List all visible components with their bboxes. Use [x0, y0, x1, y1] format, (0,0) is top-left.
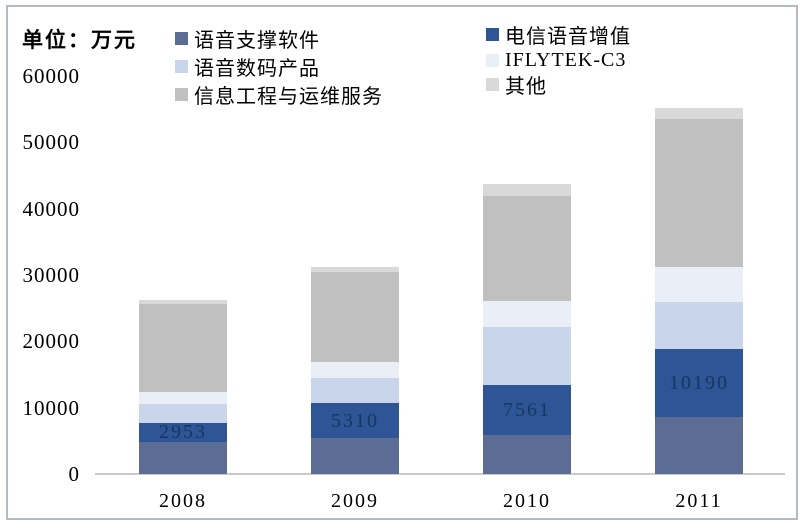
- bar-segment: [139, 422, 227, 443]
- legend-item: 信息工程与运维服务: [175, 81, 383, 108]
- legend-label: 信息工程与运维服务: [194, 85, 383, 108]
- legend-item: 语音支撑软件: [175, 25, 320, 52]
- bar-segment: [655, 416, 743, 474]
- legend-swatch-icon: [175, 87, 188, 101]
- bar-segment: [139, 403, 227, 423]
- y-tick-label: 0: [68, 462, 80, 486]
- y-tick-label: 50000: [22, 130, 80, 155]
- bar-segment-value-label: 5310: [331, 409, 379, 432]
- bar-segment: [311, 266, 399, 273]
- legend-item: 电信语音增值: [486, 21, 631, 48]
- bar-segment: [311, 362, 399, 378]
- legend-item: 其他: [486, 71, 547, 98]
- bar-segment: [139, 304, 227, 393]
- legend-label: 语音支撑软件: [194, 29, 320, 52]
- legend-swatch-icon: [486, 53, 499, 67]
- legend-item: IFLYTEK-C3: [486, 47, 626, 73]
- bar-segment: [483, 184, 571, 197]
- bar-segment: [139, 299, 227, 305]
- bar-segment: [311, 438, 399, 474]
- bar-segment: [655, 349, 743, 417]
- legend-swatch-icon: [175, 31, 188, 45]
- x-tick-label: 2011: [675, 490, 723, 512]
- y-tick-label: 40000: [22, 196, 80, 221]
- bar-segment: [483, 196, 571, 302]
- x-axis-line: [95, 473, 785, 475]
- legend-swatch-icon: [175, 59, 188, 73]
- legend-label: 电信语音增值: [505, 25, 631, 48]
- bar-segment: [139, 442, 227, 474]
- bar-segment: [311, 402, 399, 439]
- legend-label: IFLYTEK-C3: [505, 48, 627, 71]
- bar-segment: [655, 118, 743, 268]
- y-tick-label: 60000: [22, 64, 80, 88]
- legend-label: 其他: [505, 75, 547, 98]
- bar-segment: [311, 377, 399, 403]
- chart-frame: [6, 5, 798, 520]
- legend-swatch-icon: [486, 27, 499, 41]
- bar-segment: [655, 267, 743, 303]
- bar-segment: [655, 107, 743, 119]
- x-tick-label: 2009: [331, 490, 379, 512]
- legend-item: 语音数码产品: [175, 53, 320, 80]
- y-tick-label: 10000: [22, 395, 80, 420]
- bar-segment: [311, 272, 399, 363]
- y-tick-label: 20000: [22, 329, 80, 354]
- bar-segment: [483, 384, 571, 435]
- bar-segment-value-label: 7561: [503, 398, 551, 421]
- bar-segment: [139, 392, 227, 404]
- bar-segment-value-label: 10190: [669, 372, 729, 395]
- legend-label: 语音数码产品: [194, 57, 320, 80]
- bar-segment-value-label: 2953: [159, 421, 207, 444]
- x-tick-label: 2010: [503, 490, 551, 512]
- unit-label: 单位：万元: [22, 28, 137, 52]
- bar-segment: [655, 302, 743, 350]
- legend-swatch-icon: [486, 77, 499, 91]
- y-tick-label: 30000: [22, 263, 80, 287]
- bar-segment: [483, 434, 571, 474]
- bar-segment: [483, 301, 571, 327]
- bar-segment: [483, 326, 571, 385]
- x-tick-label: 2008: [159, 490, 207, 512]
